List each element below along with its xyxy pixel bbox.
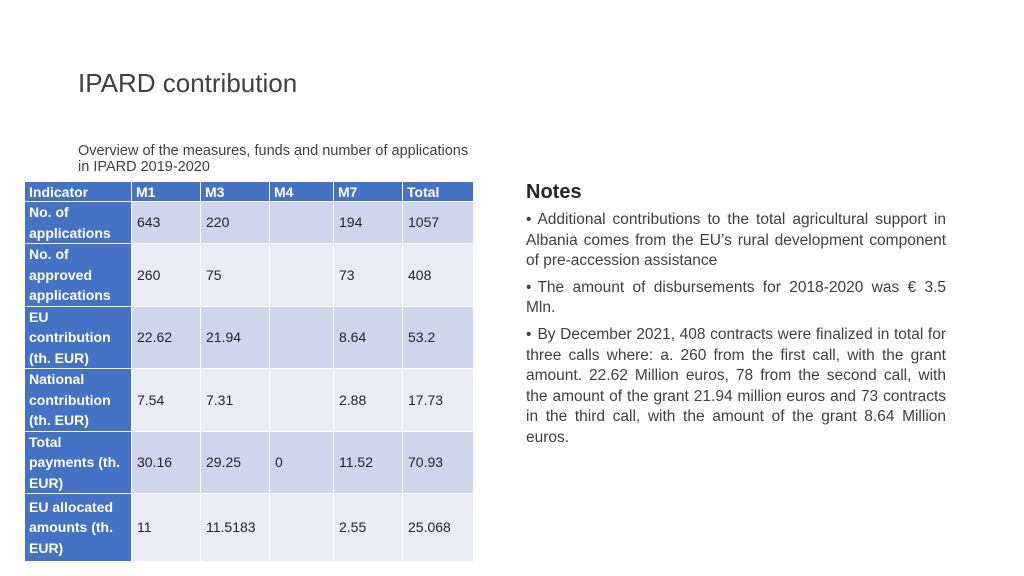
cell-m3: 220 [200, 201, 270, 244]
row-label: No. of applications [24, 201, 132, 244]
cell-m1: 7.54 [131, 368, 201, 432]
cell-m7: 11.52 [333, 430, 403, 494]
header-indicator: Indicator [24, 181, 132, 202]
table-row: EU contribution (th. EUR) 22.62 21.94 8.… [24, 305, 474, 369]
header-total: Total [402, 181, 474, 202]
notes-item-text: Additional contributions to the total ag… [526, 211, 946, 270]
cell-m4 [269, 243, 334, 307]
cell-total: 408 [402, 243, 474, 307]
cell-m4 [269, 305, 334, 369]
cell-total: 53.2 [402, 305, 474, 369]
cell-m3: 11.5183 [200, 493, 270, 562]
notes-item-text: The amount of disbursements for 2018-202… [526, 278, 946, 317]
table-row: No. of applications 643 220 194 1057 [24, 201, 474, 244]
header-m7: M7 [333, 181, 403, 202]
cell-m7: 2.55 [333, 493, 403, 562]
slide-subtitle: Overview of the measures, funds and numb… [78, 143, 469, 175]
cell-total: 25.068 [402, 493, 474, 562]
table-row: No. of approved applications 260 75 73 4… [24, 243, 474, 307]
cell-total: 1057 [402, 201, 474, 244]
bullet-icon: • [526, 325, 532, 343]
cell-m1: 260 [131, 243, 201, 307]
row-label: Total payments (th. EUR) [24, 430, 132, 494]
notes-panel: Notes • Additional contributions to the t… [526, 181, 946, 455]
header-m4: M4 [269, 181, 334, 202]
cell-m3: 21.94 [200, 305, 270, 369]
cell-m1: 643 [131, 201, 201, 244]
cell-m1: 11 [131, 493, 201, 562]
cell-m4 [269, 201, 334, 244]
cell-total: 70.93 [402, 430, 474, 494]
row-label: EU contribution (th. EUR) [24, 305, 132, 369]
cell-m7: 2.88 [333, 368, 403, 432]
cell-m3: 29.25 [200, 430, 270, 494]
bullet-icon: • [526, 211, 532, 228]
table-header-row: Indicator M1 M3 M4 M7 Total [24, 181, 474, 202]
table-row: Total payments (th. EUR) 30.16 29.25 0 1… [24, 430, 474, 494]
row-label: No. of approved applications [24, 243, 132, 307]
row-label: EU allocated amounts (th. EUR) [24, 493, 132, 562]
cell-m4 [269, 493, 334, 562]
ipard-table: Indicator M1 M3 M4 M7 Total No. of appli… [24, 181, 474, 562]
slide-title: IPARD contribution [78, 68, 298, 98]
bullet-icon: • [526, 278, 532, 296]
cell-m4: 0 [269, 430, 334, 494]
cell-m1: 30.16 [131, 430, 201, 494]
cell-m4 [269, 368, 334, 432]
notes-item: • By December 2021, 408 contracts were fi… [526, 325, 946, 449]
cell-m7: 194 [333, 201, 403, 244]
cell-m1: 22.62 [131, 305, 201, 369]
notes-item: • The amount of disbursements for 2018-20… [526, 278, 946, 319]
notes-item-text: By December 2021, 408 contracts were fin… [526, 325, 946, 446]
header-m1: M1 [131, 181, 201, 202]
row-label: National contribution (th. EUR) [24, 368, 132, 432]
cell-m7: 8.64 [333, 305, 403, 369]
table-row: EU allocated amounts (th. EUR) 11 11.518… [24, 493, 474, 562]
notes-heading: Notes [526, 181, 582, 203]
table-row: National contribution (th. EUR) 7.54 7.3… [24, 368, 474, 432]
cell-m3: 7.31 [200, 368, 270, 432]
cell-total: 17.73 [402, 368, 474, 432]
cell-m7: 73 [333, 243, 403, 307]
cell-m3: 75 [200, 243, 270, 307]
header-m3: M3 [200, 181, 270, 202]
notes-item: • Additional contributions to the total a… [526, 210, 946, 272]
